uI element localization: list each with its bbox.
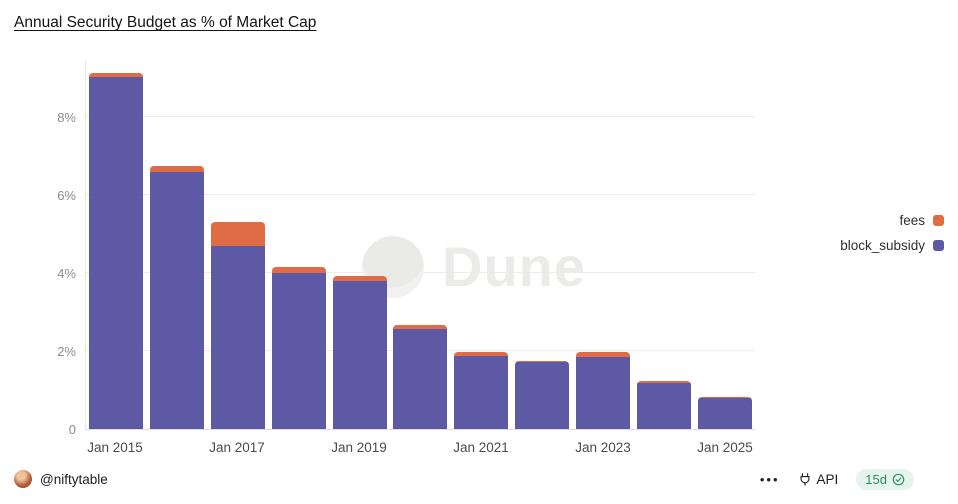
bar-segment-block-subsidy	[393, 329, 448, 429]
x-tick-label: Jan 2017	[209, 440, 265, 455]
x-tick-slot: Jan 2021	[453, 440, 509, 455]
x-tick-slot: Jan 2017	[209, 440, 265, 455]
legend-label: fees	[899, 213, 925, 228]
chart-title-link[interactable]: Annual Security Budget as % of Market Ca…	[14, 14, 317, 31]
bar-2024[interactable]	[637, 381, 692, 429]
api-button[interactable]: API	[798, 471, 839, 487]
x-tick-label: Jan 2025	[697, 440, 753, 455]
x-tick-slot: Jan 2025	[697, 440, 753, 455]
x-tick-slot	[515, 440, 569, 455]
y-axis-labels: 0 2% 4% 6% 8%	[0, 60, 76, 437]
bar-2018[interactable]	[271, 267, 326, 429]
freshness-badge[interactable]: 15d	[856, 468, 914, 490]
bar-2019[interactable]	[332, 276, 387, 429]
bar-segment-block-subsidy	[697, 397, 752, 429]
bar-2015[interactable]	[89, 72, 143, 429]
bar-segment-block-subsidy	[515, 362, 570, 429]
bar-segment-fees	[210, 221, 265, 246]
x-tick-slot	[637, 440, 691, 455]
check-circle-icon	[892, 473, 905, 486]
y-tick-label: 8%	[57, 110, 76, 126]
gridline	[86, 116, 755, 118]
x-tick-slot: Jan 2015	[87, 440, 143, 455]
bar-segment-fees	[576, 352, 631, 358]
bar-segment-fees	[697, 397, 752, 398]
bar-segment-fees	[454, 352, 509, 357]
gridline	[86, 194, 755, 196]
legend-swatch	[933, 240, 944, 251]
bar-segment-block-subsidy	[332, 281, 387, 429]
bar-2022[interactable]	[515, 360, 570, 429]
x-tick-slot: Jan 2023	[575, 440, 631, 455]
bar-2021[interactable]	[454, 352, 509, 429]
footer-actions: ••• API 15d	[759, 468, 914, 490]
bar-2017[interactable]	[210, 221, 265, 429]
x-axis-labels: Jan 2015 Jan 2017 Jan 2019 Jan 2021 Jan 2023…	[85, 440, 755, 455]
y-tick-label: 2%	[57, 344, 76, 360]
bar-segment-block-subsidy	[89, 76, 143, 429]
legend-label: block_subsidy	[840, 238, 925, 253]
x-tick-label: Jan 2023	[575, 440, 631, 455]
bar-segment-block-subsidy	[637, 382, 692, 429]
bar-segment-block-subsidy	[210, 245, 265, 429]
legend-item-fees[interactable]: fees	[899, 213, 944, 228]
avatar[interactable]	[14, 470, 32, 488]
x-tick-label: Jan 2015	[87, 440, 143, 455]
bar-segment-fees	[515, 360, 570, 362]
bar-segment-fees	[393, 324, 448, 330]
api-icon	[798, 472, 812, 486]
legend-item-block_subsidy[interactable]: block_subsidy	[840, 238, 944, 253]
y-tick-label: 6%	[57, 188, 76, 204]
y-tick-label: 4%	[57, 266, 76, 282]
bar-segment-fees	[149, 166, 204, 172]
x-tick-slot	[149, 440, 203, 455]
bar-segment-fees	[332, 276, 387, 281]
x-tick-slot	[271, 440, 325, 455]
bar-segment-block-subsidy	[454, 356, 509, 429]
x-tick-label: Jan 2019	[331, 440, 387, 455]
plot-area: Dune	[85, 60, 755, 430]
bar-segment-block-subsidy	[576, 357, 631, 429]
username-link[interactable]: @niftytable	[40, 471, 108, 487]
author: @niftytable	[14, 470, 108, 488]
legend-swatch	[933, 215, 944, 226]
bar-2023[interactable]	[576, 352, 631, 429]
bar-segment-fees	[271, 267, 326, 274]
footer: @niftytable ••• API 15d	[14, 468, 914, 490]
bar-2025[interactable]	[697, 397, 752, 429]
y-tick-label: 0	[68, 422, 76, 437]
bar-2016[interactable]	[149, 166, 204, 429]
x-tick-label: Jan 2021	[453, 440, 509, 455]
api-button-label: API	[816, 471, 839, 487]
x-tick-slot: Jan 2019	[331, 440, 387, 455]
bars	[86, 60, 755, 429]
x-tick-slot	[393, 440, 447, 455]
legend: fees block_subsidy	[840, 213, 944, 253]
more-options-button[interactable]: •••	[759, 471, 780, 487]
bar-segment-block-subsidy	[271, 273, 326, 429]
freshness-label: 15d	[865, 471, 887, 487]
bar-segment-block-subsidy	[149, 171, 204, 429]
bar-2020[interactable]	[393, 324, 448, 429]
bar-segment-fees	[89, 72, 143, 77]
bar-segment-fees	[637, 381, 692, 383]
